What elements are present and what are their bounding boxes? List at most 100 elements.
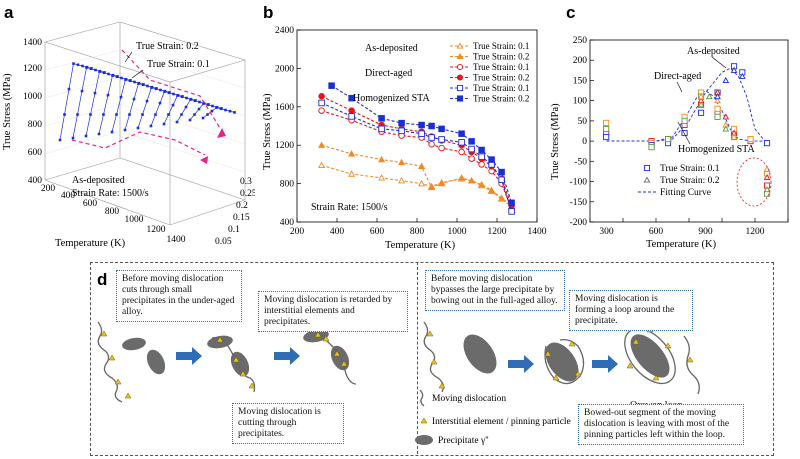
data-point [681,129,688,137]
data-point [714,97,721,104]
callout-loopforming: Moving dislocation is forming a loop aro… [569,290,693,331]
precipitate [545,342,579,382]
trace-point [206,103,210,107]
svg-text:200: 200 [41,184,56,194]
process-arrow [592,355,618,373]
x-tick-label: 300 [599,227,614,237]
trace-point [228,109,232,113]
legend-dislocation-label: Moving dislocation [432,394,506,404]
cutting-stage-3 [303,329,357,385]
process-arrow [176,347,202,365]
svg-text:1200: 1200 [23,64,42,74]
panel-b-group-homogenized: Homogenized STA [353,93,430,104]
trace-point [119,95,123,99]
trace-point [111,74,114,77]
svg-text:600: 600 [28,148,43,158]
panel-c-axes: 300 600 900 1200 -200 -150 -100 -50 0 50 100 150 200… [570,36,789,237]
panel-a-x-ticks: 200 400 600 800 1000 1200 1400 [41,184,186,245]
panel-c-ylabel: True Stress (MPa) [550,103,561,180]
panel-a-zlabel: True Stress (MPa) [2,73,13,150]
trace-point [193,99,197,103]
data-point [318,107,325,114]
trace-point [97,132,101,136]
svg-text:0.3: 0.3 [240,177,252,187]
svg-text:1400: 1400 [167,235,186,245]
data-point [348,170,356,177]
trace-point [93,91,97,95]
y-tick-label: 1200 [275,141,294,151]
data-point [478,146,485,154]
data-point [456,84,464,92]
svg-text:400: 400 [61,191,76,201]
y-tick-label: 2400 [275,26,294,36]
trace-point [110,130,114,134]
data-point [456,95,464,102]
data-point [428,183,436,191]
data-point [478,161,485,168]
panel-a-arrowhead [200,156,208,164]
trace-point [211,104,214,108]
trace-point [141,83,145,87]
data-point [438,144,445,152]
trace-point [102,71,106,75]
data-point [458,148,465,156]
svg-text:800: 800 [28,120,43,130]
precipitate [630,334,670,378]
trace-point [201,116,205,120]
fitting-curve [606,89,769,142]
trace-point [146,84,149,88]
data-point [378,115,385,122]
panel-d-frame [90,262,774,456]
trace-line [111,79,144,133]
trace-point [133,80,136,84]
y-tick-label: 200 [573,56,588,66]
x-tick-label: 1400 [528,227,547,237]
precipitate [463,334,497,374]
y-tick-label: 2000 [275,64,294,74]
trace-point [202,102,205,105]
data-point [428,140,435,148]
y-tick-label: 0 [582,137,587,147]
trace-point [132,97,136,101]
trace-point [85,66,88,69]
panel-a-arrowhead [217,128,226,138]
legend-precipitate-icon [415,435,433,445]
data-point [697,101,705,108]
panel-a-ann-strain-02: True Strain: 0.2 [136,41,199,52]
panel-a-leader [131,69,144,79]
svg-text:0.25: 0.25 [240,189,255,199]
data-point [318,161,326,169]
bypass-stage-3 [624,326,700,395]
trace-point [141,113,144,116]
data-point [456,63,464,71]
trace-point [175,120,179,124]
panel-a-3d-plot: a True Strain: 0.2 True Strain: 0.1 As-d… [2,3,255,249]
data-point [730,66,738,73]
data-point [697,93,705,100]
legend-dislocation-icon [419,389,425,407]
trace-point [145,99,149,103]
panel-a-ann-strain-01: True Strain: 0.1 [147,59,210,70]
callout-precut: Before moving dislocation cuts through s… [116,270,242,322]
process-arrow [508,355,534,373]
callout-prebypass: Before moving dislocation bypasses the l… [425,270,565,311]
data-point [722,113,730,120]
data-point [747,136,754,143]
data-point [643,164,651,172]
precipitate [122,337,146,351]
data-point [348,107,355,114]
panel-c-ann-directaged: Direct-aged [654,71,701,82]
legend-label: True Strain: 0.2 [473,52,529,62]
data-point [456,74,464,81]
cutting-stage-2 [207,335,256,393]
panel-c-leader [677,121,691,145]
bypass-stage-2 [544,338,585,385]
dislocation-line [211,337,256,393]
x-tick-label: 600 [370,227,385,237]
trace-point [106,93,110,97]
data-point [378,155,386,163]
cutting-stage-1 [97,321,166,403]
trace-point [98,70,101,73]
panel-a-xlabel: Temperature (K) [55,238,126,249]
x-tick-label: 1200 [488,227,507,237]
